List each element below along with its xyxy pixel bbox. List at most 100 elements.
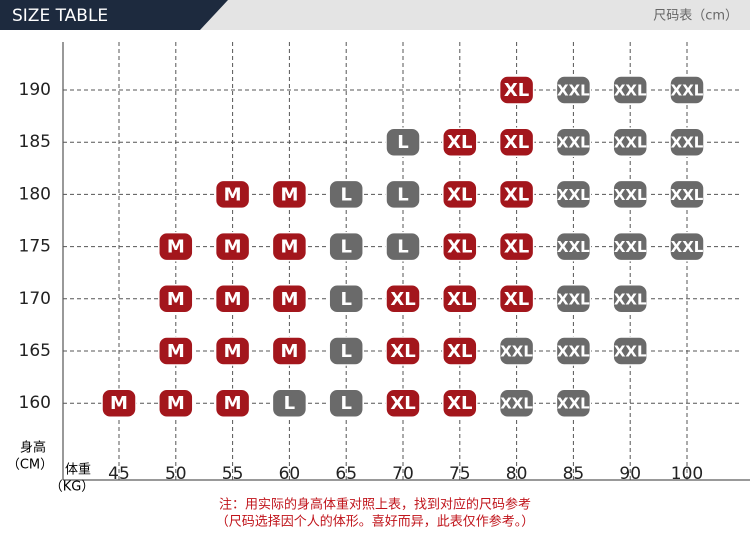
size-badge: [158, 336, 194, 366]
x-tick-label: 70: [392, 464, 414, 484]
size-badge: [385, 179, 421, 210]
header-tab: [0, 0, 228, 30]
x-tick-label: 60: [279, 464, 301, 484]
size-badge: [385, 127, 421, 157]
size-badge: [385, 388, 421, 418]
x-tick-label: 65: [335, 464, 357, 484]
x-tick-label: 100: [671, 464, 703, 484]
x-tick-label: 55: [222, 464, 244, 484]
size-label: XXL: [614, 82, 647, 100]
size-label: L: [397, 237, 408, 258]
size-label: M: [110, 393, 128, 414]
size-badge: [669, 127, 705, 157]
size-badge: [442, 388, 478, 418]
size-badge: [498, 388, 535, 418]
size-label: XXL: [557, 395, 590, 413]
size-label: XXL: [557, 186, 590, 204]
size-label: XL: [504, 184, 529, 205]
size-label: XXL: [671, 82, 704, 100]
x-unit: （KG）: [50, 480, 95, 495]
note: 注：用实际的身高体重对照上表，找到对应的尺码参考: [219, 497, 531, 513]
size-label: XXL: [614, 343, 647, 361]
x-tick-label: 45: [108, 464, 130, 484]
size-badge: [555, 179, 592, 210]
x-tick-label: 75: [449, 464, 471, 484]
size-badge: [669, 231, 705, 262]
size-label: XL: [504, 80, 529, 101]
size-badge: [328, 284, 364, 314]
size-badge: [612, 284, 648, 314]
size-badge: [669, 179, 705, 210]
size-badge: [612, 75, 648, 105]
size-label: L: [340, 184, 351, 205]
size-label: XXL: [671, 186, 704, 204]
size-badge: [385, 336, 421, 366]
size-label: M: [224, 289, 242, 310]
y-unit: （CM）: [7, 458, 53, 473]
size-badge: [158, 388, 194, 418]
size-badge: [555, 231, 592, 262]
y-tick-label: 165: [19, 341, 51, 361]
size-badge: [498, 231, 535, 262]
y-tick-label: 185: [19, 132, 51, 152]
size-badge: [328, 231, 364, 262]
size-label: XXL: [557, 343, 590, 361]
size-label: M: [280, 184, 298, 205]
y-tick-label: 190: [19, 80, 51, 100]
size-badge: [214, 336, 251, 366]
size-badge: [442, 284, 478, 314]
size-label: XL: [504, 289, 529, 310]
x-tick-label: 90: [619, 464, 641, 484]
header-title: SIZE TABLE: [12, 6, 108, 26]
size-badge: [328, 388, 364, 418]
size-label: M: [167, 289, 185, 310]
size-label: L: [397, 184, 408, 205]
size-badge: [555, 127, 592, 157]
size-label: M: [224, 393, 242, 414]
size-label: XL: [390, 341, 415, 362]
y-label: 身高: [20, 440, 46, 456]
size-badge: [271, 336, 308, 366]
x-tick-label: 80: [506, 464, 528, 484]
size-badge: [612, 336, 648, 366]
size-badge: [385, 231, 421, 262]
size-label: XL: [504, 237, 529, 258]
y-tick-label: 180: [19, 184, 51, 204]
size-badge: [498, 179, 535, 210]
size-label: XXL: [557, 238, 590, 256]
size-label: L: [284, 393, 295, 414]
note: （尺码选择因个人的体形。喜好而异，此表仅作参考。）: [216, 514, 535, 530]
size-label: M: [280, 237, 298, 258]
size-label: XL: [390, 289, 415, 310]
size-label: L: [340, 393, 351, 414]
size-badge: [214, 388, 251, 418]
size-label: XXL: [557, 290, 590, 308]
size-label: XL: [447, 289, 472, 310]
size-badge: [214, 179, 251, 210]
size-label: XL: [390, 393, 415, 414]
size-badge: [158, 231, 194, 262]
x-tick-label: 85: [563, 464, 585, 484]
x-tick-label: 50: [165, 464, 187, 484]
size-label: L: [340, 289, 351, 310]
size-label: XXL: [671, 134, 704, 152]
size-label: XXL: [614, 290, 647, 308]
size-badge: [612, 127, 648, 157]
size-badge: [442, 127, 478, 157]
size-label: XXL: [500, 395, 533, 413]
size-label: XXL: [614, 134, 647, 152]
size-label: XXL: [671, 238, 704, 256]
size-badge: [214, 284, 251, 314]
size-badge: [271, 179, 308, 210]
x-label: 体重: [65, 462, 91, 478]
size-label: XL: [447, 184, 472, 205]
size-badge: [214, 231, 251, 262]
size-badge: [442, 179, 478, 210]
size-badge: [555, 336, 592, 366]
size-label: L: [340, 341, 351, 362]
size-label: M: [167, 237, 185, 258]
size-badge: [271, 231, 308, 262]
size-label: XL: [447, 341, 472, 362]
size-badge: [271, 388, 308, 418]
